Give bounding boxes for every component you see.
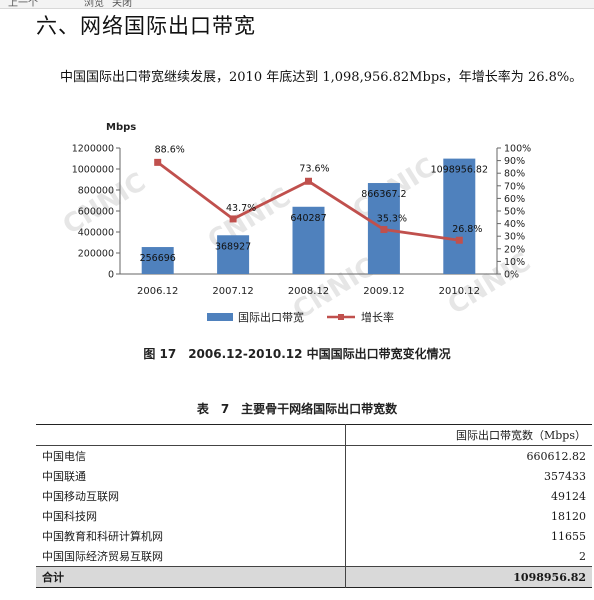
tab-close[interactable]: 关闭	[112, 0, 132, 9]
window-top-strip: 上一个 浏览 关闭	[0, 0, 594, 9]
x-tick-label: 2006.12	[137, 286, 178, 297]
table-row: 中国教育和科研计算机网 11655	[36, 526, 592, 546]
chart-caption: 图 17 2006.12-2010.12 中国国际出口带宽变化情况	[143, 347, 451, 361]
row-name: 中国联通	[36, 466, 346, 486]
bar-label: 1098956.82	[431, 165, 488, 176]
bar-label: 256696	[140, 253, 176, 264]
x-tick-label: 2007.12	[212, 286, 253, 297]
left-tick-label: 800000	[78, 186, 114, 197]
bars	[141, 158, 476, 274]
right-tick-label: 60%	[504, 194, 525, 205]
unit-label: Mbps	[106, 122, 136, 133]
left-tick-label: 1000000	[72, 165, 114, 176]
row-value: 660612.82	[526, 449, 587, 463]
right-tick-label: 70%	[504, 181, 525, 192]
left-tick-label: 0	[108, 270, 114, 281]
growth-point-2006.12	[154, 158, 162, 166]
x-labels: 2006.12 2007.12 2008.12 2009.12 2010.12	[137, 286, 480, 297]
right-tick-label: 50%	[504, 207, 525, 218]
bandwidth-chart: CNNICCNNICCNNICCNNICCNNIC Mbps 020000040…	[58, 122, 536, 326]
right-tick-label: 10%	[504, 257, 525, 268]
growth-label: 88.6%	[155, 144, 185, 155]
table-row: 中国电信 660612.82	[36, 445, 592, 466]
row-name: 中国教育和科研计算机网	[36, 526, 346, 546]
table-total-row: 合计 1098956.82	[36, 566, 592, 588]
growth-label: 43.7%	[226, 203, 256, 214]
total-name: 合计	[36, 566, 346, 588]
bar-label: 368927	[215, 241, 251, 252]
bar-label: 866367.2	[361, 189, 406, 200]
growth-point-2010.12	[455, 236, 463, 244]
bandwidth-table: 国际出口带宽数（Mbps） 中国电信 660612.82 中国联通 357433…	[36, 424, 592, 588]
legend-swatch-bandwidth	[207, 313, 233, 321]
legend-label-growth: 增长率	[361, 310, 394, 324]
bar-labels: 256696 368927 640287 866367.2 1098956.82	[140, 165, 488, 264]
tab-browse[interactable]: 浏览	[84, 0, 104, 9]
right-tick-label: 100%	[504, 144, 531, 155]
row-value: 49124	[551, 489, 586, 503]
row-name: 中国移动互联网	[36, 486, 346, 506]
x-tick-label: 2009.12	[363, 286, 404, 297]
growth-line-series: 88.6% 43.7% 73.6% 35.3% 26.8%	[154, 144, 482, 244]
tab-prev[interactable]: 上一个	[8, 0, 38, 9]
table-row: 中国移动互联网 49124	[36, 486, 592, 506]
table-row: 中国科技网 18120	[36, 506, 592, 526]
row-value: 18120	[551, 509, 586, 523]
legend-marker-growth	[338, 314, 344, 320]
legend: 国际出口带宽 增长率	[207, 310, 394, 324]
right-tick-label: 0%	[504, 270, 519, 281]
legend-label-bandwidth: 国际出口带宽	[238, 310, 304, 324]
right-tick-label: 90%	[504, 156, 525, 167]
left-tick-label: 1200000	[72, 144, 114, 155]
growth-point-2008.12	[305, 177, 312, 185]
bar-label: 640287	[290, 213, 326, 224]
row-name: 中国国际经济贸易互联网	[36, 546, 346, 567]
header-name-cell	[36, 424, 346, 446]
x-tick-label: 2010.12	[439, 286, 480, 297]
growth-label: 73.6%	[299, 163, 329, 174]
section-title: 六、网络国际出口带宽	[36, 14, 256, 38]
row-value: 11655	[551, 529, 586, 543]
table-row: 中国国际经济贸易互联网 2	[36, 546, 592, 567]
row-name: 中国电信	[36, 445, 346, 466]
bar-2008.12	[292, 206, 325, 274]
row-value: 357433	[544, 469, 586, 483]
table-caption: 表 7 主要骨干网络国际出口带宽数	[196, 402, 398, 416]
growth-point-2009.12	[380, 226, 388, 234]
right-tick-label: 20%	[504, 244, 525, 255]
table-header-row: 国际出口带宽数（Mbps）	[36, 424, 592, 446]
row-name: 中国科技网	[36, 506, 346, 526]
growth-point-2007.12	[229, 215, 237, 223]
x-tick-label: 2008.12	[288, 286, 329, 297]
bar-2010.12	[443, 158, 476, 274]
bar-2007.12	[217, 235, 250, 274]
bar-2006.12	[141, 247, 174, 274]
right-tick-label: 30%	[504, 232, 525, 243]
right-tick-label: 40%	[504, 219, 525, 230]
left-ticks: 0 200000 400000 600000 800000 1000000 1200000	[72, 144, 120, 281]
growth-label: 26.8%	[452, 224, 482, 235]
right-tick-label: 80%	[504, 169, 525, 180]
left-tick-label: 400000	[78, 228, 114, 239]
row-value: 2	[579, 549, 586, 563]
header-value-cell: 国际出口带宽数（Mbps）	[456, 429, 586, 442]
intro-paragraph: 中国国际出口带宽继续发展，2010 年底达到 1,098,956.82Mbps，…	[60, 70, 583, 85]
total-value: 1098956.82	[513, 570, 586, 584]
right-ticks: 0% 10% 20%30% 40%50% 60% 70%80% 90%100%	[497, 144, 531, 281]
table-row: 中国联通 357433	[36, 466, 592, 486]
left-tick-label: 200000	[78, 249, 114, 260]
growth-label: 35.3%	[377, 214, 407, 225]
left-tick-label: 600000	[78, 207, 114, 218]
